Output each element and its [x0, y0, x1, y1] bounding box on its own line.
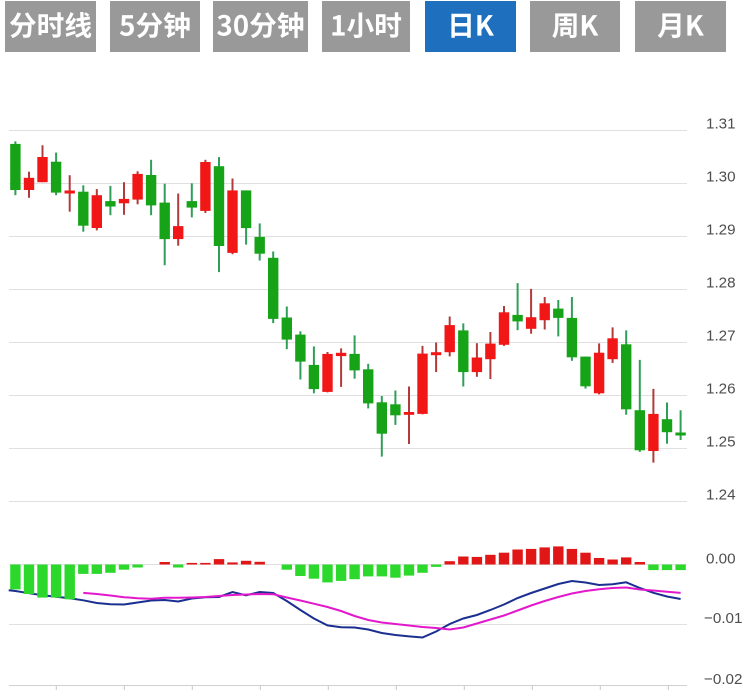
svg-text:1.31: 1.31: [706, 116, 736, 133]
svg-text:−0.01: −0.01: [704, 610, 742, 627]
svg-text:1.26: 1.26: [706, 381, 736, 398]
svg-text:1.28: 1.28: [706, 275, 736, 292]
svg-text:−0.02: −0.02: [704, 671, 742, 688]
svg-text:1.25: 1.25: [706, 434, 736, 451]
svg-text:0.00: 0.00: [706, 550, 736, 567]
svg-text:1.30: 1.30: [706, 169, 736, 186]
svg-text:1.29: 1.29: [706, 222, 736, 239]
svg-text:1.24: 1.24: [706, 487, 736, 504]
svg-text:1.27: 1.27: [706, 328, 736, 345]
